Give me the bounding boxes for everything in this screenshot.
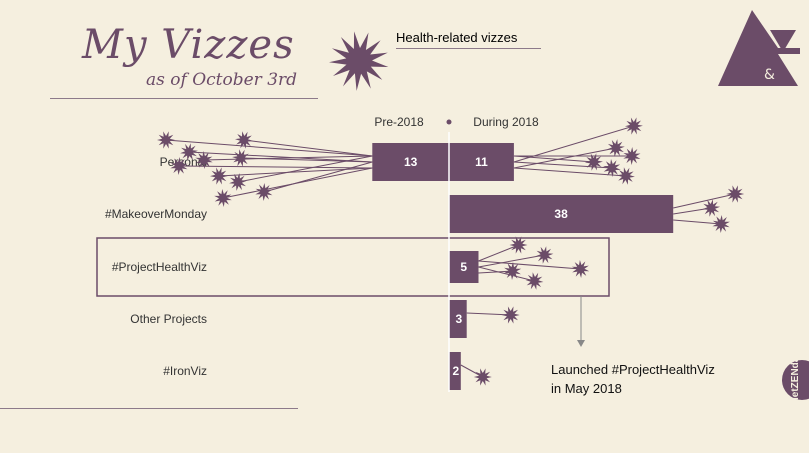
bottom-divider [0, 408, 298, 409]
annotation-line-2: in May 2018 [551, 381, 622, 396]
bar-label-during-2018-ironviz: 2 [453, 364, 460, 378]
legend-label: Health-related vizzes [396, 30, 518, 45]
axis-dot [446, 119, 452, 125]
legend-splat-icon [329, 31, 389, 91]
category-label-makeovermonday: #MakeoverMonday [105, 207, 207, 221]
title-divider [50, 98, 318, 99]
health-splat-icon [473, 368, 492, 386]
svg-text:&: & [764, 67, 775, 83]
badge-logo [782, 360, 809, 400]
health-splat-icon [525, 272, 544, 290]
bar-during-2018-other-projects [449, 300, 467, 338]
health-splat-icon [501, 306, 520, 324]
health-splat-icon [229, 173, 247, 191]
badge-text: letZENdata [790, 347, 801, 400]
health-link [237, 155, 373, 183]
health-link [218, 167, 373, 177]
health-splat-icon [607, 139, 625, 157]
health-link [243, 139, 373, 157]
category-label-personal: Personal [160, 155, 207, 169]
health-link [673, 193, 736, 209]
health-link [165, 139, 373, 157]
column-label-during-2018: During 2018 [473, 115, 539, 129]
health-link [673, 219, 722, 225]
health-link [263, 161, 373, 193]
health-link [478, 266, 535, 282]
health-splat-icon [180, 143, 198, 161]
bar-during-2018-personal [449, 143, 514, 181]
bar-label-during-2018-makeovermonday: 38 [554, 207, 568, 221]
category-label-other-projects: Other Projects [130, 312, 207, 326]
bar-label-pre-2018-personal: 13 [404, 155, 418, 169]
health-splat-icon [503, 262, 522, 280]
svg-text:*: * [760, 14, 766, 28]
page-subtitle: as of October 3rd [146, 70, 298, 90]
legend-divider [396, 48, 541, 49]
column-label-pre-2018: Pre-2018 [374, 115, 424, 129]
health-splat-icon [255, 183, 273, 201]
health-link [478, 244, 519, 262]
health-splat-icon [235, 131, 253, 149]
health-splat-icon [232, 149, 250, 167]
bar-label-during-2018-other-projects: 3 [456, 312, 463, 326]
health-splat-icon [712, 215, 730, 233]
brand-logo-icon: * & [718, 10, 800, 86]
health-splat-icon [214, 189, 232, 207]
health-splat-icon [157, 131, 175, 149]
health-splat-icon [616, 167, 635, 185]
health-link [513, 155, 594, 163]
health-splat-icon [702, 199, 721, 217]
health-link [478, 254, 545, 268]
annotation-line-1: Launched #ProjectHealthViz [551, 362, 715, 377]
health-link [478, 260, 581, 270]
bar-label-during-2018-projecthealthviz: 5 [460, 260, 467, 274]
health-splat-icon [509, 236, 528, 254]
health-splat-icon [624, 117, 643, 135]
health-splat-icon [623, 147, 641, 165]
bar-during-2018-makeovermonday [449, 195, 674, 233]
health-link [178, 165, 373, 169]
health-splat-icon [571, 260, 590, 278]
health-splat-icon [535, 246, 554, 264]
bar-during-2018-projecthealthviz [449, 251, 479, 283]
health-link [203, 155, 373, 161]
health-link [188, 151, 373, 163]
health-link [478, 270, 513, 274]
health-splat-icon [584, 153, 603, 171]
health-splat-icon [726, 185, 745, 203]
category-label-ironviz: #IronViz [163, 364, 207, 378]
health-splat-icon [195, 151, 213, 169]
highlight-box [96, 237, 610, 297]
health-link [513, 167, 626, 177]
page-title: My Vizzes [82, 22, 295, 68]
annotation-arrow-head [577, 340, 585, 347]
health-link [513, 147, 616, 169]
health-link [222, 167, 373, 199]
category-label-projecthealthviz: #ProjectHealthViz [112, 260, 207, 274]
annotation-note: Launched #ProjectHealthViz in May 2018 [551, 360, 715, 398]
bar-label-during-2018-personal: 11 [475, 155, 488, 169]
bar-during-2018-ironviz [449, 352, 461, 390]
health-splat-icon [210, 167, 228, 185]
health-splat-icon [170, 157, 188, 175]
bar-pre-2018-personal [372, 143, 449, 181]
health-splat-icon [603, 159, 621, 177]
health-link [240, 157, 373, 163]
